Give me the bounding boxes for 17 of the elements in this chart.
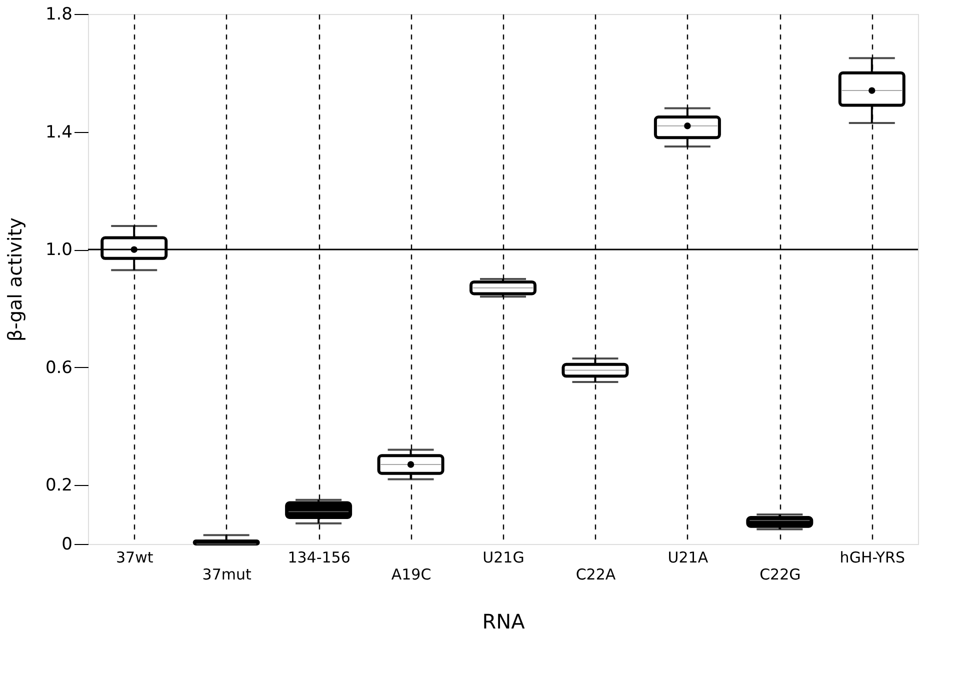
x-tick-label: 134-156 [288, 548, 350, 566]
y-tick-label: 1.4 [45, 122, 72, 142]
y-tick-label: 1.0 [45, 240, 72, 260]
y-tick-label: 0 [62, 534, 72, 554]
x-tick-label: 37wt [116, 548, 154, 566]
x-tick-label: U21A [668, 548, 709, 566]
y-tick-label: 0.6 [45, 358, 72, 378]
x-tick-label: hGH-YRS [840, 548, 905, 566]
x-tick-label: A19C [391, 566, 432, 584]
y-axis-title: β-gal activity [4, 217, 26, 342]
x-axis-title: RNA [482, 610, 526, 634]
y-tick-label: 0.2 [45, 476, 72, 496]
x-tick-label: C22G [760, 566, 801, 584]
x-tick-label: U21G [482, 548, 524, 566]
x-tick-label: 37mut [202, 566, 252, 584]
y-tick-label: 1.8 [45, 4, 72, 24]
x-tick-label: C22A [576, 566, 616, 584]
